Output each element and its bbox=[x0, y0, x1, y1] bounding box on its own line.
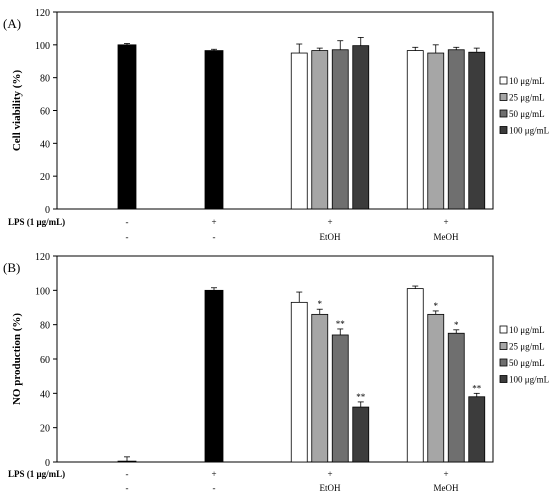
bar bbox=[311, 50, 329, 210]
lps-value: - bbox=[126, 469, 129, 479]
legend-swatch bbox=[499, 375, 508, 383]
extract-value: - bbox=[126, 232, 129, 242]
significance-marker: * bbox=[454, 320, 459, 330]
y-tick-label: 40 bbox=[40, 139, 50, 150]
panel-label: (A) bbox=[3, 16, 21, 31]
bar bbox=[204, 50, 224, 210]
lps-value: - bbox=[126, 217, 129, 227]
bar bbox=[290, 52, 308, 210]
bar bbox=[117, 460, 137, 463]
extract-value: MeOH bbox=[434, 483, 459, 493]
y-tick-label: 60 bbox=[40, 107, 50, 118]
y-tick-label: 60 bbox=[40, 355, 50, 366]
extract-value: EtOH bbox=[320, 232, 341, 242]
legend-swatch bbox=[499, 358, 508, 367]
bar bbox=[427, 313, 445, 463]
y-tick-label: 100 bbox=[35, 41, 50, 52]
bar bbox=[406, 50, 424, 210]
legend-label: 10 μg/mL bbox=[509, 325, 545, 335]
y-tick-label: 20 bbox=[40, 424, 50, 435]
legend-swatch bbox=[499, 126, 508, 134]
legend-swatch bbox=[499, 109, 508, 118]
legend-label: 10 μg/mL bbox=[509, 76, 545, 86]
legend-label: 50 μg/mL bbox=[509, 109, 545, 119]
bar bbox=[352, 406, 370, 463]
significance-marker: * bbox=[318, 299, 323, 309]
legend-swatch bbox=[499, 342, 508, 350]
legend-label: 100 μg/mL bbox=[509, 126, 549, 136]
bar bbox=[468, 396, 486, 463]
row-label-lps: LPS (1 μg/mL) bbox=[8, 469, 65, 479]
legend-label: 25 μg/mL bbox=[509, 93, 545, 103]
significance-marker: * bbox=[434, 301, 439, 311]
y-tick-label: 80 bbox=[40, 74, 50, 85]
lps-value: + bbox=[443, 217, 448, 227]
bar bbox=[331, 49, 349, 210]
significance-marker: ** bbox=[472, 383, 482, 393]
bar bbox=[406, 288, 424, 463]
y-tick-label: 120 bbox=[35, 8, 50, 19]
significance-marker: ** bbox=[336, 319, 346, 329]
y-tick-label: 80 bbox=[40, 321, 50, 332]
legend-swatch bbox=[499, 325, 508, 334]
bar bbox=[117, 44, 137, 210]
legend-label: 25 μg/mL bbox=[509, 342, 545, 352]
bar bbox=[427, 52, 445, 210]
bar bbox=[352, 45, 370, 210]
bar bbox=[447, 332, 465, 463]
bar bbox=[204, 289, 224, 463]
lps-value: + bbox=[327, 217, 332, 227]
legend-swatch bbox=[499, 76, 508, 85]
lps-value: + bbox=[327, 469, 332, 479]
bar bbox=[290, 301, 308, 463]
legend-label: 100 μg/mL bbox=[509, 375, 549, 385]
extract-value: MeOH bbox=[434, 232, 459, 242]
y-axis-label: Cell viability (%) bbox=[11, 70, 23, 152]
bar bbox=[331, 334, 349, 463]
y-tick-label: 120 bbox=[35, 252, 50, 263]
legend-label: 50 μg/mL bbox=[509, 358, 545, 368]
y-axis-label: NO production (%) bbox=[11, 313, 23, 405]
lps-value: + bbox=[443, 469, 448, 479]
row-label-lps: LPS (1 μg/mL) bbox=[8, 217, 65, 227]
y-tick-label: 20 bbox=[40, 172, 50, 183]
extract-value: - bbox=[213, 483, 216, 493]
significance-marker: ** bbox=[356, 392, 366, 402]
y-tick-label: 0 bbox=[45, 205, 50, 216]
legend-swatch bbox=[499, 93, 508, 101]
y-tick-label: 0 bbox=[45, 458, 50, 469]
lps-value: + bbox=[211, 469, 216, 479]
bar bbox=[311, 313, 329, 463]
extract-value: - bbox=[213, 232, 216, 242]
bar bbox=[468, 51, 486, 210]
panel-label: (B) bbox=[3, 260, 20, 275]
lps-value: + bbox=[211, 217, 216, 227]
extract-value: - bbox=[126, 483, 129, 493]
y-tick-label: 100 bbox=[35, 286, 50, 297]
bar bbox=[447, 49, 465, 210]
extract-value: EtOH bbox=[320, 483, 341, 493]
y-tick-label: 40 bbox=[40, 389, 50, 400]
